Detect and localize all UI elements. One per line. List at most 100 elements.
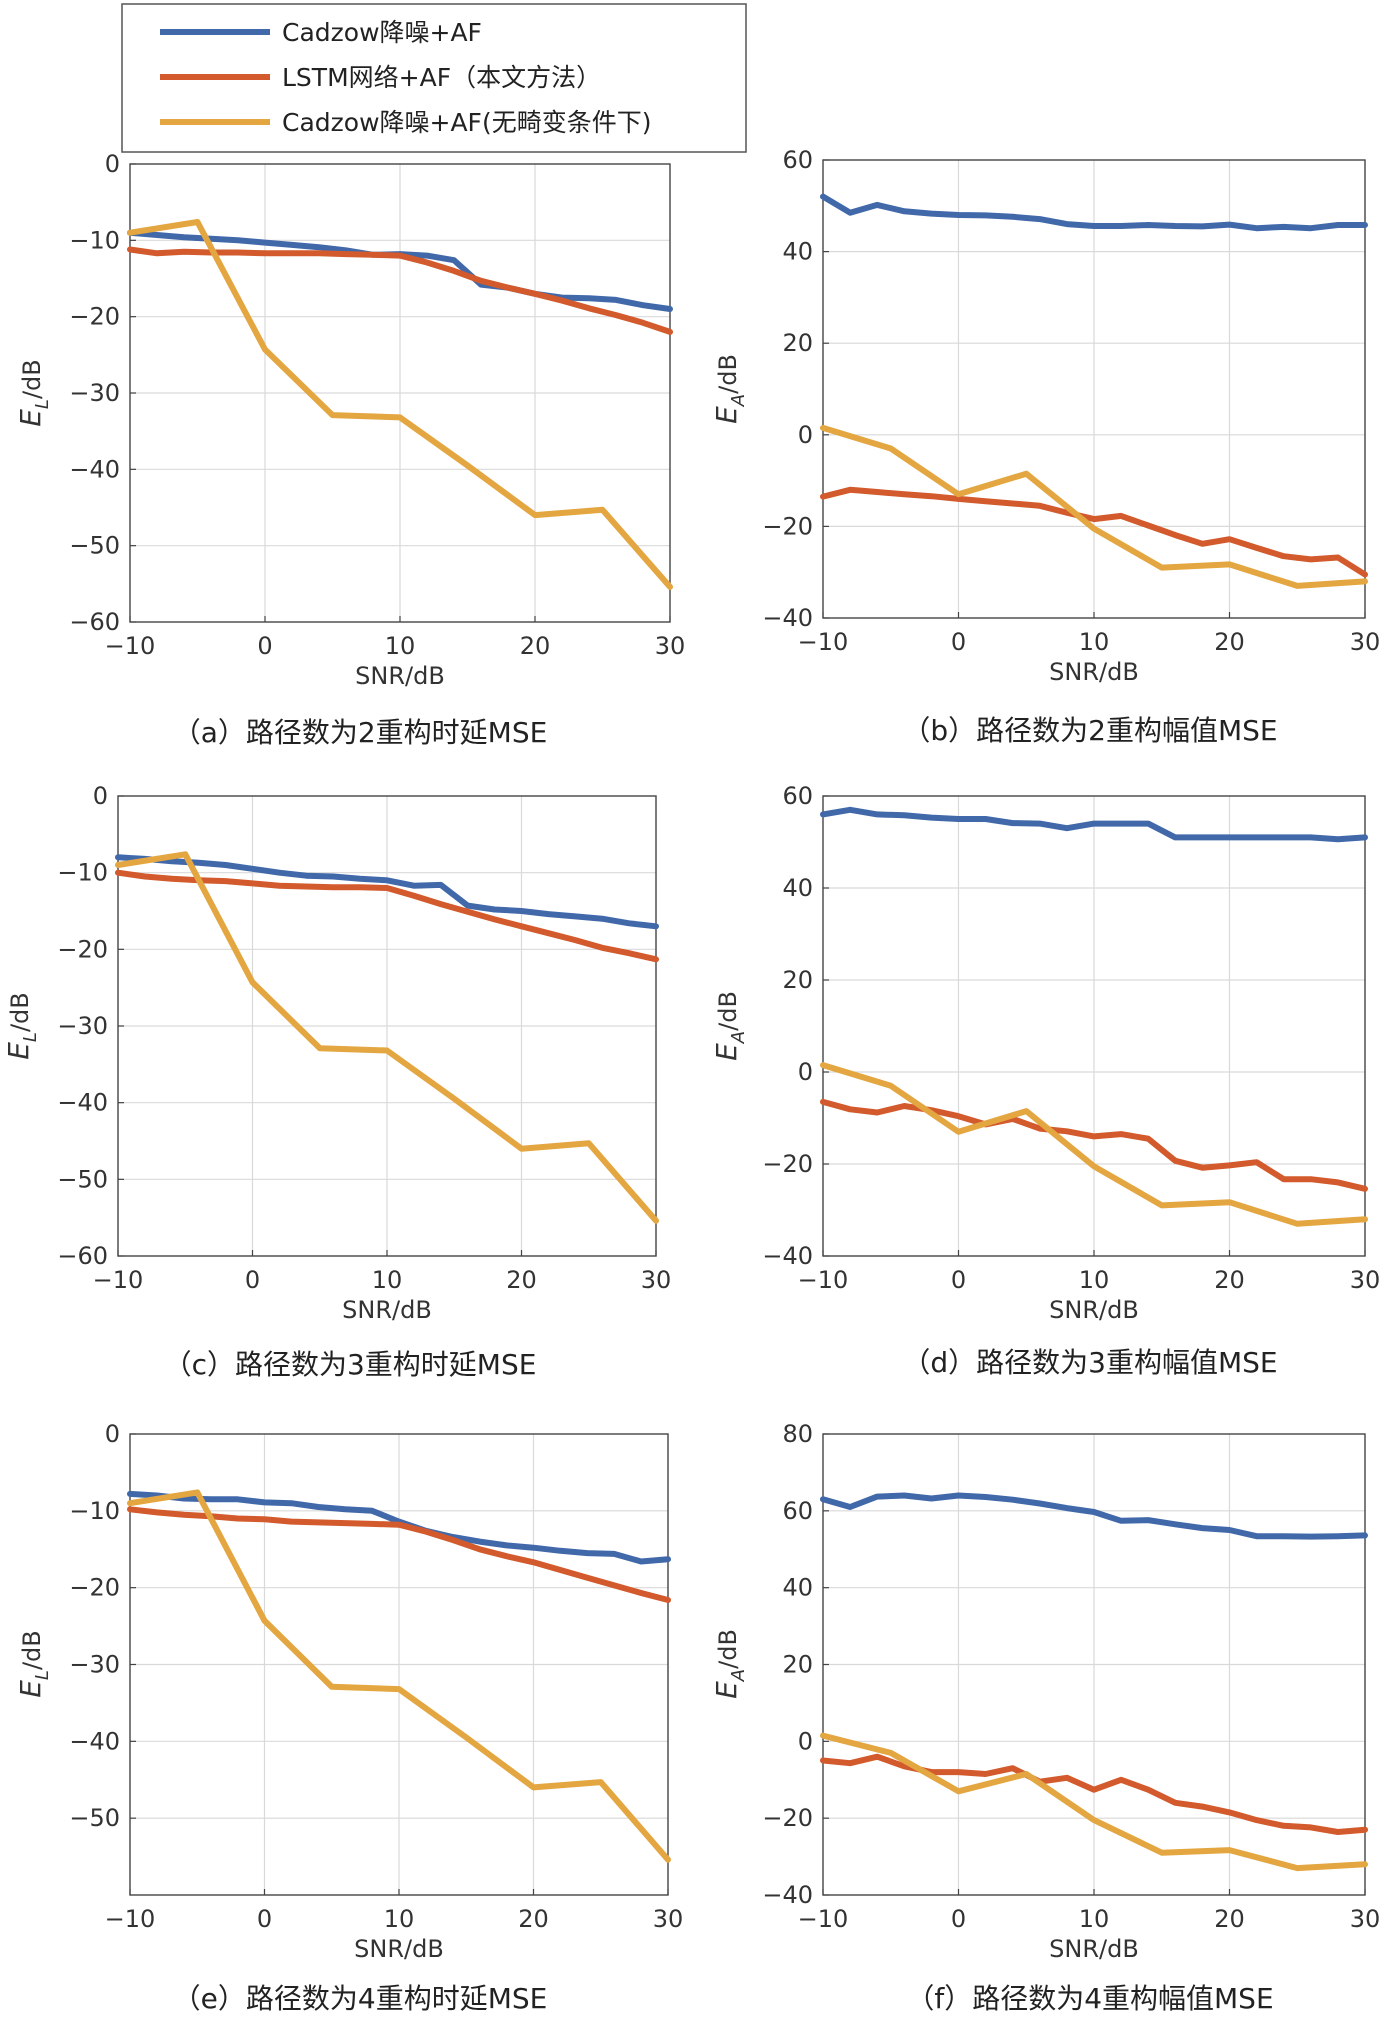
- y-axis-label: EL/dB: [14, 1630, 53, 1698]
- legend-label: Cadzow降噪+AF: [282, 18, 482, 47]
- chart-f: −10 0 10 20 30 80 60 40 20 0 −20 −40 SNR/dB EA/dB （f）路…: [710, 1420, 1380, 2015]
- x-axis-label: SNR/dB: [1049, 1935, 1139, 1963]
- y-tick-label: −40: [57, 1089, 108, 1117]
- plot-area: [129, 1433, 669, 1896]
- y-tick-label: −60: [57, 1242, 108, 1270]
- y-tick-label: −20: [57, 935, 108, 963]
- x-axis-label: SNR/dB: [1049, 1296, 1139, 1324]
- y-axis-label: EA/dB: [710, 991, 749, 1061]
- x-tick-label: 10: [384, 1905, 415, 1933]
- y-tick-label: 20: [782, 329, 813, 357]
- y-axis-label: EA/dB: [710, 354, 749, 424]
- x-tick-label: 0: [245, 1266, 260, 1294]
- plot-area: [117, 795, 657, 1257]
- x-tick-label: 30: [1350, 628, 1381, 656]
- y-tick-label: 20: [782, 1651, 813, 1679]
- x-tick-label: −10: [798, 1266, 849, 1294]
- x-tick-label: 20: [506, 1266, 537, 1294]
- x-axis-label: SNR/dB: [355, 662, 445, 690]
- y-tick-label: 60: [782, 1497, 813, 1525]
- series-line-3: [127, 1489, 671, 1863]
- y-axis-label: EA/dB: [710, 1629, 749, 1699]
- x-axis-label: SNR/dB: [1049, 658, 1139, 686]
- series-line-3: [820, 1062, 1368, 1227]
- x-tick-label: 0: [951, 1905, 966, 1933]
- x-tick-label: −10: [105, 632, 156, 660]
- x-tick-label: 20: [1214, 628, 1245, 656]
- legend-label: Cadzow降噪+AF(无畸变条件下): [282, 108, 651, 137]
- y-tick-label: 0: [93, 782, 108, 810]
- y-tick-label: 40: [782, 1574, 813, 1602]
- legend-label: LSTM网络+AF（本文方法）: [282, 63, 601, 92]
- y-tick-label: −40: [762, 1242, 813, 1270]
- y-tick-label: −10: [69, 1497, 120, 1525]
- x-tick-label: 30: [1350, 1905, 1381, 1933]
- x-tick-label: −10: [798, 628, 849, 656]
- series-line-1: [115, 854, 659, 930]
- chart-caption: （f）路径数为4重构幅值MSE: [906, 1982, 1273, 2015]
- y-axis-label: EL/dB: [2, 992, 41, 1060]
- plot-area: [822, 159, 1366, 619]
- x-tick-label: 10: [372, 1266, 403, 1294]
- legend: Cadzow降噪+AF LSTM网络+AF（本文方法） Cadzow降噪+AF(无畸…: [121, 3, 747, 153]
- series-line-3: [127, 219, 673, 590]
- chart-caption: （e）路径数为4重构时延MSE: [173, 1982, 548, 2015]
- chart-caption: （b）路径数为2重构幅值MSE: [902, 714, 1277, 747]
- y-tick-label: −50: [57, 1165, 108, 1193]
- y-tick-label: −30: [69, 1651, 120, 1679]
- y-tick-label: −40: [762, 604, 813, 632]
- x-tick-label: 10: [1079, 1266, 1110, 1294]
- y-tick-label: −20: [762, 512, 813, 540]
- y-tick-label: 80: [782, 1420, 813, 1448]
- chart-e: −10 0 10 20 30 0 −10 −20 −30 −40 −50 SNR/dB EL/dB （e）…: [14, 1420, 683, 2015]
- y-tick-label: 60: [782, 146, 813, 174]
- y-tick-label: −60: [69, 608, 120, 636]
- series-line-1: [820, 1492, 1368, 1540]
- y-axis-label: EL/dB: [14, 359, 53, 427]
- y-tick-label: −40: [69, 1727, 120, 1755]
- series-line-1: [820, 806, 1368, 843]
- y-tick-label: 0: [105, 1420, 120, 1448]
- x-tick-label: 10: [385, 632, 416, 660]
- chart-caption: （a）路径数为2重构时延MSE: [173, 716, 548, 749]
- y-tick-label: 0: [798, 1058, 813, 1086]
- y-tick-label: 20: [782, 966, 813, 994]
- series-line-3: [820, 1732, 1368, 1872]
- y-tick-label: 40: [782, 874, 813, 902]
- x-tick-label: 20: [518, 1905, 549, 1933]
- y-tick-label: −50: [69, 532, 120, 560]
- chart-caption: （c）路径数为3重构时延MSE: [164, 1348, 537, 1381]
- chart-c: −10 0 10 20 30 0 −10 −20 −30 −40 −50 −60 SNR/dB EL/dB…: [2, 782, 671, 1381]
- x-tick-label: 0: [257, 632, 272, 660]
- series-line-2: [127, 246, 673, 335]
- series-line-2: [127, 1506, 671, 1603]
- chart-d: −10 0 10 20 30 60 40 20 0 −20 −40 SNR/dB EA/dB （d）路径数…: [710, 782, 1380, 1379]
- x-tick-label: −10: [105, 1905, 156, 1933]
- y-tick-label: −30: [69, 379, 120, 407]
- series-line-3: [820, 424, 1368, 589]
- y-tick-label: −40: [69, 455, 120, 483]
- series-line-2: [820, 486, 1368, 578]
- x-tick-label: −10: [798, 1905, 849, 1933]
- plot-area: [822, 795, 1366, 1257]
- x-tick-label: 0: [951, 628, 966, 656]
- y-tick-label: −10: [69, 226, 120, 254]
- x-tick-label: 30: [655, 632, 686, 660]
- chart-caption: （d）路径数为3重构幅值MSE: [902, 1346, 1277, 1379]
- y-tick-label: −40: [762, 1881, 813, 1909]
- series-line-2: [115, 869, 659, 963]
- plot-area: [129, 163, 671, 623]
- series-line-1: [820, 193, 1368, 232]
- y-tick-label: −20: [762, 1804, 813, 1832]
- chart-b: −10 0 10 20 30 60 40 20 0 −20 −40 SNR/dB EA/dB （b）路径数…: [710, 146, 1380, 747]
- x-tick-label: −10: [93, 1266, 144, 1294]
- x-tick-label: 20: [1214, 1266, 1245, 1294]
- x-axis-label: SNR/dB: [342, 1296, 432, 1324]
- y-tick-label: −50: [69, 1804, 120, 1832]
- x-tick-label: 30: [1350, 1266, 1381, 1294]
- y-tick-label: 0: [798, 1727, 813, 1755]
- x-tick-label: 10: [1079, 1905, 1110, 1933]
- plot-area: [822, 1433, 1366, 1896]
- y-tick-label: 40: [782, 238, 813, 266]
- y-tick-label: −30: [57, 1012, 108, 1040]
